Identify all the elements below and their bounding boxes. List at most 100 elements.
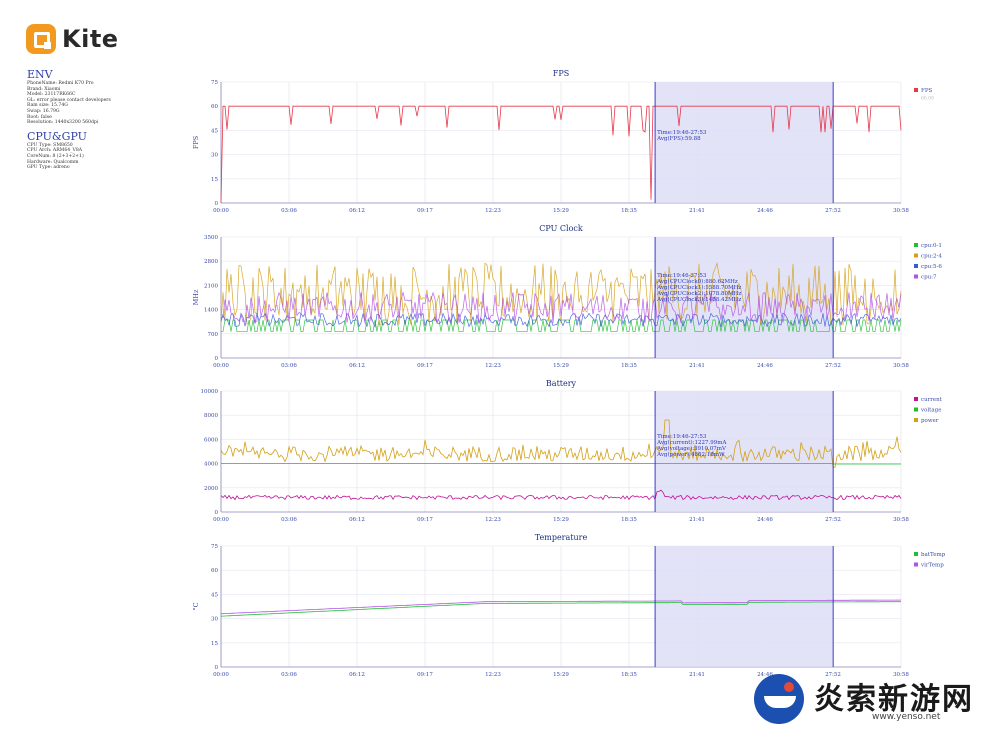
env-line: Brand: Xiaomi: [27, 86, 61, 92]
y-tick-label: 0: [215, 356, 219, 362]
legend-swatch: [914, 397, 918, 401]
selection-annotation: Time:19:46-27:53: [657, 130, 707, 136]
y-tick-label: 700: [208, 332, 219, 338]
cpu-gpu-line: Hardware: Qualcomm: [27, 159, 79, 165]
y-tick-label: 45: [211, 592, 218, 598]
x-tick-label: 21:41: [689, 517, 705, 523]
y-tick-label: 75: [211, 80, 218, 86]
legend-label: current: [921, 397, 943, 403]
app-logo: Kite: [26, 24, 119, 54]
selection-annotation: Avg(CPUClock3):1458.42MHz: [656, 296, 741, 303]
env-line: Resolution: 1440x3200 560dpi: [27, 120, 99, 126]
legend-swatch: [914, 552, 918, 556]
x-tick-label: 21:41: [689, 208, 705, 214]
y-tick-label: 3500: [204, 235, 218, 241]
selection-range: [655, 82, 834, 203]
legend-swatch: [914, 407, 918, 412]
x-tick-label: 03:06: [281, 672, 297, 678]
chart-cpu-clock: CPU Clock 0 700 1400 2100 2800 3500 00:00 03:06 0…: [192, 224, 942, 369]
chart-title: Battery: [546, 379, 577, 388]
y-tick-label: 4000: [204, 462, 218, 468]
x-tick-label: 15:29: [553, 672, 569, 678]
legend-swatch: [914, 253, 918, 258]
y-tick-label: 1400: [204, 308, 218, 314]
legend-label: batTemp: [921, 552, 946, 558]
env-line: Swap: 16.79G: [27, 108, 60, 114]
device-info-panel: ENV PhoneName: Redmi K70 Pro Brand: Xiao…: [27, 68, 187, 171]
selection-annotation: Avg(current):1227.99mA: [656, 439, 727, 446]
selection-annotation: Avg(CPUClock1):1588.70MHz: [656, 284, 741, 291]
x-tick-label: 15:29: [553, 517, 569, 523]
chart-title: FPS: [553, 69, 569, 78]
selection-annotation: Avg(FPS):59.88: [656, 135, 701, 142]
legend-label: cpu:2-4: [921, 254, 942, 260]
x-tick-label: 21:41: [689, 363, 705, 369]
x-tick-label: 27:52: [825, 672, 841, 678]
cpu-gpu-title: CPU&GPU: [27, 129, 87, 143]
y-axis-label: MHz: [192, 289, 200, 305]
x-tick-label: 03:06: [281, 363, 297, 369]
x-tick-label: 27:52: [825, 363, 841, 369]
x-tick-label: 21:41: [689, 672, 705, 678]
selection-annotation: Avg(CPUClock0):880.62MHz: [656, 278, 738, 285]
y-tick-label: 75: [211, 544, 218, 550]
legend-swatch: [914, 562, 918, 567]
legend-label: cpu:7: [921, 275, 937, 281]
y-tick-label: 15: [211, 641, 218, 647]
selection-range: [655, 546, 834, 667]
x-tick-label: 12:23: [485, 363, 501, 369]
x-tick-label: 03:06: [281, 517, 297, 523]
x-tick-label: 00:00: [213, 517, 229, 523]
x-tick-label: 24:46: [757, 672, 773, 678]
x-tick-label: 30:58: [893, 363, 909, 369]
x-tick-label: 09:17: [417, 208, 433, 214]
series-line-batTemp: [220, 601, 901, 617]
chart-fps: FPS 0 15 30 45 60 75 00:00 03:06 06:12 09:17 12:23 1…: [192, 69, 934, 214]
env-line: Ram size: 15.74G: [27, 103, 68, 109]
selection-annotation: Avg(voltage):3910.07mV: [656, 445, 727, 452]
y-tick-label: 0: [215, 201, 219, 207]
legend-label: cpu:0-1: [921, 243, 942, 249]
x-tick-label: 18:35: [621, 208, 637, 214]
kite-logo-icon: [26, 24, 56, 54]
x-tick-label: 30:58: [893, 208, 909, 214]
y-tick-label: 30: [211, 153, 218, 159]
chart-battery: Battery 0 2000 4000 6000 8000 10000 00:00 03:06 0…: [201, 379, 943, 523]
series-line-power: [220, 419, 902, 468]
series-line-virTemp: [220, 599, 902, 615]
series-line-FPS: [220, 105, 902, 204]
x-tick-label: 00:00: [213, 363, 229, 369]
x-tick-label: 27:52: [825, 517, 841, 523]
legend-label: power: [921, 418, 939, 424]
legend-swatch: [914, 243, 918, 247]
app-name: Kite: [62, 25, 119, 53]
env-line: Model: 23117RK66C: [27, 92, 76, 98]
x-tick-label: 30:58: [893, 517, 909, 523]
chart-temperature: Temperature 0 15 30 45 60 75 00:00 03:06 06:12 09:…: [192, 533, 946, 678]
selection-annotation: Time:19:46-27:53: [657, 273, 707, 279]
watermark-url: www.yenso.net: [872, 712, 941, 722]
env-line: GL: error please contact developers: [27, 97, 111, 103]
y-tick-label: 0: [215, 510, 219, 516]
y-tick-label: 6000: [204, 437, 218, 443]
y-tick-label: 60: [211, 104, 218, 110]
cpu-gpu-line: CPU Type: SM8650: [27, 142, 73, 148]
x-tick-label: 09:17: [417, 672, 433, 678]
legend-swatch: [914, 274, 918, 279]
x-tick-label: 03:06: [281, 208, 297, 214]
watermark-text: 炎索新游网: [814, 682, 974, 717]
y-tick-label: 8000: [204, 413, 218, 419]
selection-range: [655, 237, 834, 358]
series-line-cpu-7: [220, 291, 902, 324]
x-tick-label: 24:46: [757, 363, 773, 369]
x-tick-label: 12:23: [485, 208, 501, 214]
selection-annotation: Avg(power):4802.18mW: [656, 451, 725, 458]
y-tick-label: 2000: [204, 486, 218, 492]
y-axis-label: °C: [192, 602, 200, 610]
x-tick-label: 24:46: [757, 208, 773, 214]
chart-title: CPU Clock: [539, 224, 583, 233]
cpu-gpu-line: CPU Arch: ARM64_V8A: [27, 148, 83, 154]
legend-label: voltage: [920, 408, 941, 414]
selection-range: [655, 391, 834, 512]
